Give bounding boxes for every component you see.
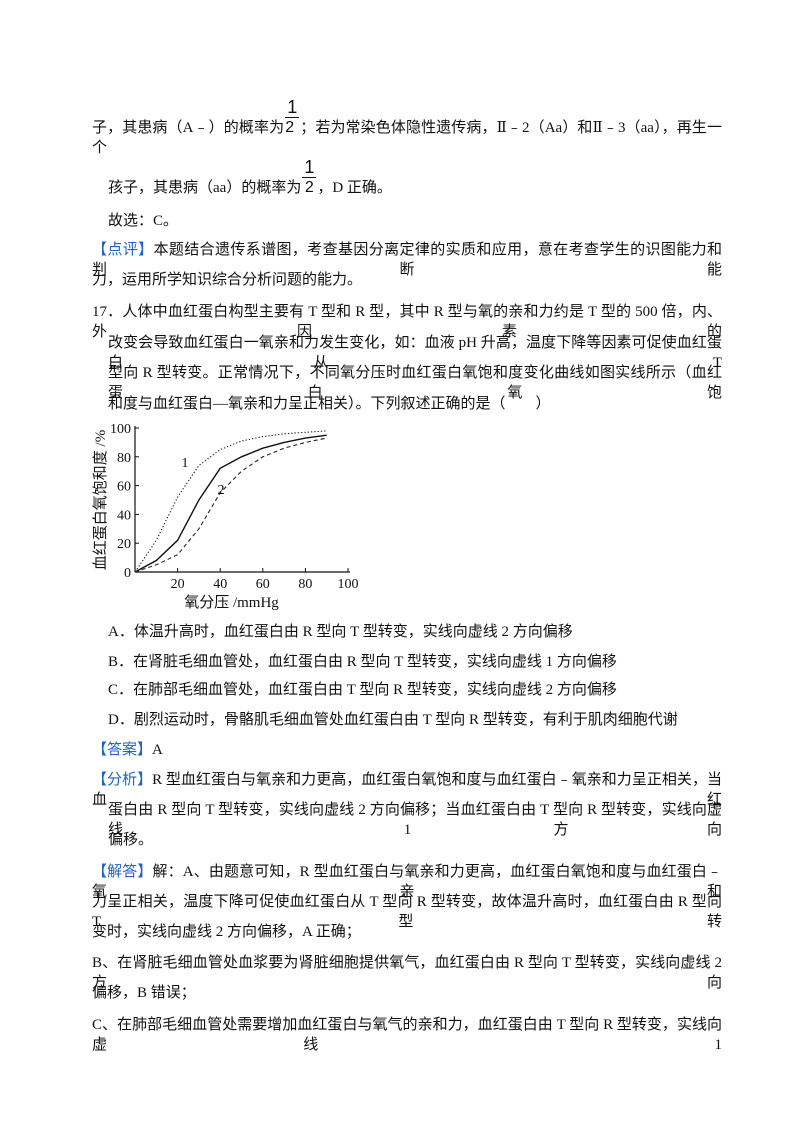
text: ，D 正确。 [317,180,392,196]
text: C、在肺部毛细血管处需要增加血红蛋白与氧气的亲和力，血红蛋白由 T 型向 R 型… [92,1017,722,1053]
text-line: 力，运用所学知识综合分析问题的能力。 [92,270,362,290]
text: 孩子，其患病（aa）的概率为 [108,180,302,196]
text-line: B、在肾脏毛细血管处血浆要为肾脏细胞提供氧气，血红蛋白由 R 型向 T 型转变，… [92,953,722,993]
curve [134,434,327,573]
text-line: 孩子，其患病（aa）的概率为 1 2 ，D 正确。 [108,157,392,198]
text-line: 力呈正相关，温度下降可促使血红蛋白从 T 型向 R 型转变，故体温升高时，血红蛋… [92,892,722,932]
text-line: 故选：C。 [108,211,178,231]
text: 和度与血红蛋白—氧亲和力呈正相关）。下列叙述正确的是（ ） [108,396,551,412]
curve-label: 1 [182,456,189,471]
text: 子，其患病（A﹣）的概率为 [92,120,285,136]
text-line: 17．人体中血红蛋白构型主要有 T 型和 R 型，其中 R 型与氧的亲和力约是 … [92,302,722,342]
text: 力，运用所学知识综合分析问题的能力。 [92,272,363,288]
text: 偏移。 [108,832,154,848]
x-tick-label: 100 [338,577,359,592]
text-line: C．在肺部毛细血管处，血红蛋白由 T 型向 R 型转变，实线向虚线 2 方向偏移 [108,680,617,700]
text-line: 【解答】解：A、由题意可知，R 型血红蛋白与氧亲和力更高，血红蛋白氧饱和度与血红… [92,862,722,902]
y-tick-label: 100 [110,422,131,437]
text: D．剧烈运动时，骨骼肌毛细血管处血红蛋白由 T 型向 R 型转变，有利于肌肉细胞… [108,712,678,728]
text-line: 变时，实线向虚线 2 方向偏移，A 正确； [92,922,361,942]
text: A [152,742,163,758]
text-line: 【分析】R 型血红蛋白与氧亲和力更高，血红蛋白氧饱和度与血红蛋白﹣氧亲和力呈正相… [92,770,722,810]
text: A．体温升高时，血红蛋白由 R 型向 T 型转变，实线向虚线 2 方向偏移 [108,624,573,640]
text: 变时，实线向虚线 2 方向偏移，A 正确； [92,924,361,940]
text: 型向 R 型转变。正常情况下，不同氧分压时血红蛋白氧饱和度变化曲线如图实线所示（… [108,365,722,401]
section-tag: 【答案】 [92,742,153,758]
text-line: 和度与血红蛋白—氧亲和力呈正相关）。下列叙述正确的是（ ） [108,394,551,414]
y-tick-label: 20 [117,537,131,552]
section-tag: 【分析】 [92,772,153,788]
section-tag: 【点评】 [92,242,154,258]
text: B、在肾脏毛细血管处血浆要为肾脏细胞提供氧气，血红蛋白由 R 型向 T 型转变，… [92,955,722,991]
y-tick-label: 80 [117,451,131,466]
text-line: 改变会导致血红蛋白一氧亲和力发生变化，如：血液 pH 升高，温度下降等因素可促使… [108,333,722,373]
text: R 型血红蛋白与氧亲和力更高，血红蛋白氧饱和度与血红蛋白﹣氧亲和力呈正相关，当血… [92,772,722,808]
numerator: 1 [302,157,317,178]
text: ；若为常染色体隐性遗传病，Ⅱ﹣2（Aa）和Ⅱ﹣3（aa），再生一个 [92,120,722,156]
text-line: 型向 R 型转变。正常情况下，不同氧分压时血红蛋白氧饱和度变化曲线如图实线所示（… [108,363,722,403]
text: 17． [92,304,123,320]
curve-label: 2 [218,483,225,498]
text-line: 子，其患病（A﹣）的概率为 1 2 ；若为常染色体隐性遗传病，Ⅱ﹣2（Aa）和Ⅱ﹣3（… [92,97,722,158]
curve [134,430,327,573]
text-line: C、在肺部毛细血管处需要增加血红蛋白与氧气的亲和力，血红蛋白由 T 型向 R 型… [92,1015,722,1055]
y-tick-label: 40 [117,508,131,523]
text-line: 偏移，B 错误； [92,983,196,1003]
text: 蛋白由 R 型向 T 型转变，实线向虚线 2 方向偏移；当血红蛋白由 T 型向 … [108,802,722,838]
text-line: A．体温升高时，血红蛋白由 R 型向 T 型转变，实线向虚线 2 方向偏移 [108,622,573,642]
x-tick-label: 60 [256,577,270,592]
x-tick-label: 20 [171,577,185,592]
text: 改变会导致血红蛋白一氧亲和力发生变化，如：血液 pH 升高，温度下降等因素可促使… [108,335,722,371]
denominator: 2 [304,179,314,196]
text: 力呈正相关，温度下降可促使血红蛋白从 T 型向 R 型转变，故体温升高时，血红蛋… [92,894,722,930]
text-line: B．在肾脏毛细血管处，血红蛋白由 R 型向 T 型转变，实线向虚线 1 方向偏移 [108,652,617,672]
x-tick-label: 40 [213,577,227,592]
text: 偏移，B 错误； [92,985,196,1001]
x-tick-label: 80 [298,577,312,592]
text-line: 【答案】A [92,740,163,760]
text-line: 蛋白由 R 型向 T 型转变，实线向虚线 2 方向偏移；当血红蛋白由 T 型向 … [108,800,722,840]
numerator: 1 [285,97,300,118]
y-axis-label: 血红蛋白氧饱和度 /% [92,430,109,570]
text: B．在肾脏毛细血管处，血红蛋白由 R 型向 T 型转变，实线向虚线 1 方向偏移 [108,654,617,670]
text-line: D．剧烈运动时，骨骼肌毛细血管处血红蛋白由 T 型向 R 型转变，有利于肌肉细胞… [108,710,678,730]
text: 本题结合遗传系谱图，考查基因分离定律的实质和应用，意在考查学生的识图能力和判断能 [92,242,722,278]
y-tick-label: 0 [124,566,131,581]
y-tick-label: 60 [117,480,131,495]
text: 人体中血红蛋白构型主要有 T 型和 R 型，其中 R 型与氧的亲和力约是 T 型… [92,304,722,340]
figure: 0 20 40 60 80 100 20 40 60 80 100 氧分压 /mmHg 血红蛋白氧饱和度… [92,422,359,611]
text: C．在肺部毛细血管处，血红蛋白由 T 型向 R 型转变，实线向虚线 2 方向偏移 [108,682,617,698]
text: 故选：C。 [108,213,179,229]
curve [134,437,327,573]
text-line: 偏移。 [108,830,153,850]
text: 解：A、由题意可知，R 型血红蛋白与氧亲和力更高，血红蛋白氧饱和度与血红蛋白﹣氧… [92,864,722,900]
x-axis-label: 氧分压 /mmHg [184,594,279,611]
text-line: 【点评】本题结合遗传系谱图，考查基因分离定律的实质和应用，意在考查学生的识图能力… [92,240,722,280]
denominator: 2 [285,119,295,136]
section-tag: 【解答】 [92,864,153,880]
